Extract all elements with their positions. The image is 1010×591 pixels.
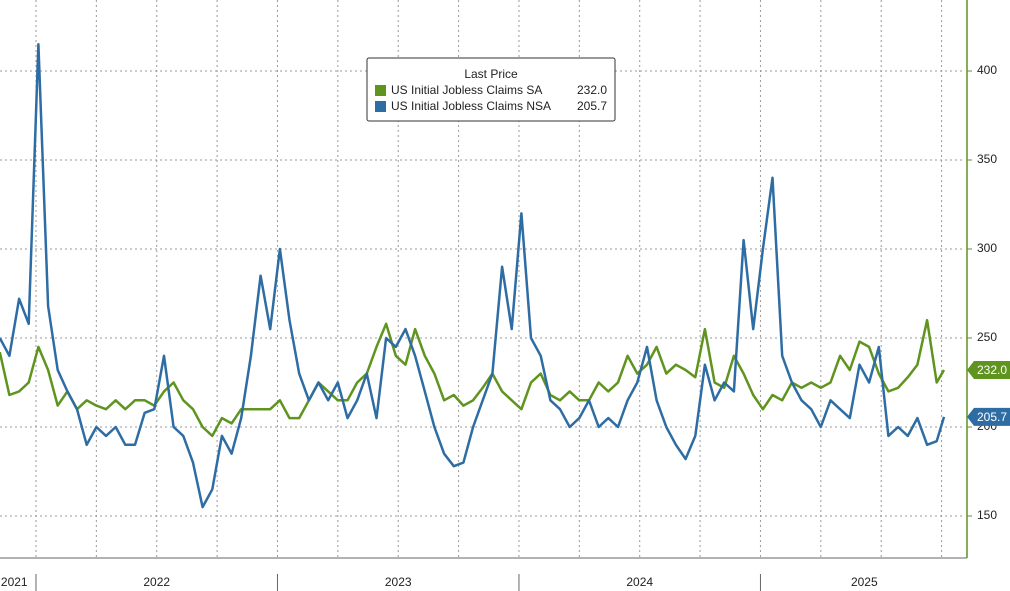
y-tick-label: 400 xyxy=(977,63,997,77)
legend-label: US Initial Jobless Claims SA xyxy=(391,83,542,97)
last-value-label: 232.0 xyxy=(977,363,1007,377)
series-line xyxy=(0,43,946,509)
legend-box xyxy=(366,57,616,122)
y-tick-label: 350 xyxy=(977,152,997,166)
y-tick-label: 300 xyxy=(977,241,997,255)
legend-value: 232.0 xyxy=(577,83,607,97)
x-tick-label: 2025 xyxy=(851,575,878,589)
legend-title: Last Price xyxy=(464,67,518,81)
last-value-badge xyxy=(967,361,1010,380)
x-tick-label: 2024 xyxy=(626,575,653,589)
x-tick-label: 2022 xyxy=(143,575,170,589)
last-value-label: 205.7 xyxy=(977,410,1007,424)
legend-value: 205.7 xyxy=(577,99,607,113)
y-tick-label: 250 xyxy=(977,330,997,344)
last-value-badge xyxy=(967,407,1010,426)
x-tick-label: 2023 xyxy=(385,575,412,589)
series-line xyxy=(0,318,946,438)
legend-swatch xyxy=(375,101,386,112)
y-tick-label: 150 xyxy=(977,508,997,522)
legend-label: US Initial Jobless Claims NSA xyxy=(391,99,551,113)
legend-swatch xyxy=(375,85,386,96)
x-tick-label: 2021 xyxy=(1,575,28,589)
legend: Last Price US Initial Jobless Claims SA 2… xyxy=(366,57,616,122)
